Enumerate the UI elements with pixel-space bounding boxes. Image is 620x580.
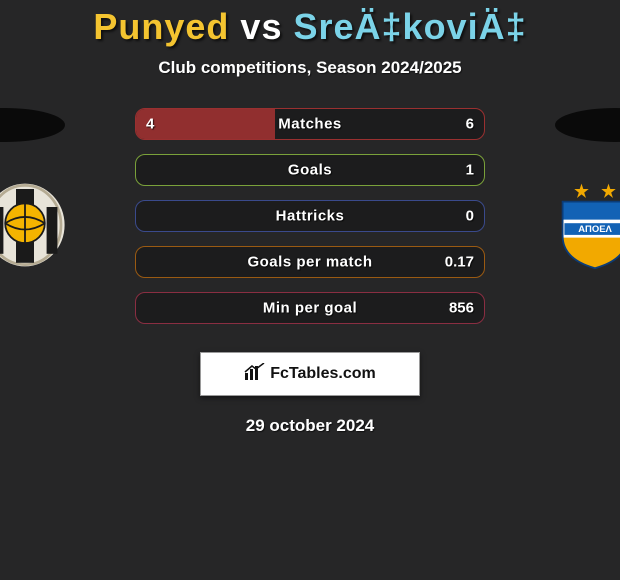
stat-bar: Goals per match 0.17	[135, 246, 485, 278]
shadow-ellipse-left	[0, 108, 65, 142]
brand-text: FcTables.com	[270, 365, 376, 383]
stat-bar: Goals 1	[135, 154, 485, 186]
stat-label: Goals	[288, 162, 332, 179]
stat-right-value: 0.17	[445, 254, 474, 271]
stat-right-value: 1	[466, 162, 474, 179]
title-right: SreÄ‡koviÄ‡	[293, 6, 526, 47]
stat-bar-fill	[136, 109, 275, 139]
page-title: Punyed vs SreÄ‡koviÄ‡	[0, 0, 620, 48]
crest-left	[0, 180, 75, 270]
stat-right-value: 856	[449, 300, 474, 317]
content-row: 4 Matches 6 Goals 1 Hattricks 0 Goals per match…	[0, 108, 620, 324]
svg-text:ΑΠΟΕΛ: ΑΠΟΕΛ	[578, 224, 612, 235]
stat-label: Min per goal	[263, 300, 357, 317]
brand-box: FcTables.com	[200, 352, 420, 396]
crest-right: ΑΠΟΕΛ	[545, 180, 620, 270]
stat-bars: 4 Matches 6 Goals 1 Hattricks 0 Goals per match…	[135, 108, 485, 324]
left-side	[5, 108, 125, 270]
title-vs: vs	[240, 6, 282, 47]
subtitle: Club competitions, Season 2024/2025	[0, 58, 620, 78]
stat-bar: Hattricks 0	[135, 200, 485, 232]
stat-bar: Min per goal 856	[135, 292, 485, 324]
stat-right-value: 6	[466, 116, 474, 133]
stat-bar: 4 Matches 6	[135, 108, 485, 140]
stat-label: Goals per match	[247, 254, 372, 271]
stat-label: Matches	[278, 116, 342, 133]
stat-left-value: 4	[146, 116, 154, 133]
infographic-root: Punyed vs SreÄ‡koviÄ‡ Club competitions,…	[0, 0, 620, 436]
chart-icon	[244, 363, 266, 386]
title-left: Punyed	[93, 6, 229, 47]
right-side: ΑΠΟΕΛ	[495, 108, 615, 270]
stat-label: Hattricks	[276, 208, 345, 225]
date: 29 october 2024	[0, 416, 620, 436]
stat-right-value: 0	[466, 208, 474, 225]
shadow-ellipse-right	[555, 108, 620, 142]
